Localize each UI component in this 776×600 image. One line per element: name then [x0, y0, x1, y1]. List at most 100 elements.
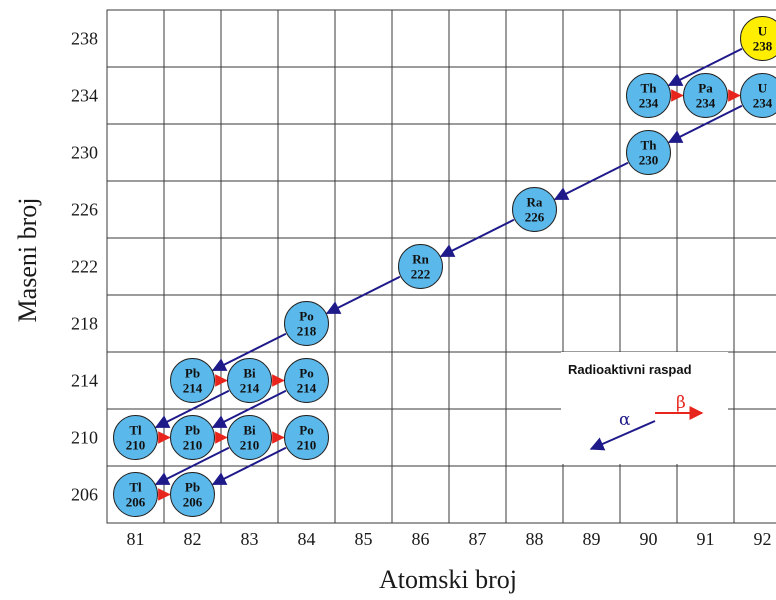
- nuclide-circle: [284, 358, 329, 403]
- legend-title: Radioaktivni raspad: [568, 362, 692, 377]
- decay-arrows: [154, 47, 743, 501]
- nuclide-mass: 214: [297, 381, 317, 396]
- x-tick-label: 83: [241, 529, 259, 549]
- nuclide-mass: 238: [753, 39, 773, 54]
- y-tick-label: 222: [71, 257, 98, 277]
- y-tick-label: 210: [71, 428, 98, 448]
- y-tick-label: 214: [71, 371, 98, 391]
- x-tick-label: 81: [127, 529, 145, 549]
- nuclide-symbol: Th: [641, 81, 658, 96]
- nuclide-symbol: Pb: [185, 480, 200, 495]
- decay-legend: Radioaktivni raspad α β: [561, 352, 728, 464]
- nuclide-symbol: Po: [299, 366, 313, 381]
- y-tick-label: 206: [71, 485, 98, 505]
- y-axis-title: Maseni broj: [13, 198, 42, 323]
- alpha-decay-arrow: [154, 446, 230, 486]
- nuclide-circle: [113, 472, 158, 517]
- x-axis-ticks: 81 82 83 84 85 86 87 88 89 90 91 92: [127, 529, 772, 549]
- x-tick-label: 92: [754, 529, 772, 549]
- alpha-decay-arrow: [439, 218, 515, 258]
- nuclide-circle: [740, 16, 776, 61]
- nuclide-symbol: Tl: [129, 423, 142, 438]
- nuclide-mass: 206: [126, 495, 146, 510]
- nuclide-symbol: Th: [641, 138, 658, 153]
- alpha-decay-arrow: [667, 47, 743, 87]
- y-tick-label: 218: [71, 314, 98, 334]
- nuclide-mass: 214: [240, 381, 260, 396]
- nuclide-mass: 210: [183, 438, 203, 453]
- nuclide-circle: [740, 73, 776, 118]
- nuclide-symbol: Pa: [698, 81, 713, 96]
- nuclide-symbol: Pb: [185, 366, 200, 381]
- x-tick-label: 90: [640, 529, 658, 549]
- nuclide-mass: 234: [753, 96, 773, 111]
- nuclide-circle: [227, 415, 272, 460]
- nuclide-mass: 210: [240, 438, 260, 453]
- nuclide-circle: [113, 415, 158, 460]
- x-tick-label: 86: [412, 529, 430, 549]
- x-tick-label: 89: [583, 529, 601, 549]
- y-tick-label: 238: [71, 29, 98, 49]
- nuclide-circle: [512, 187, 557, 232]
- alpha-decay-arrow: [211, 332, 287, 372]
- nuclide-circle: [284, 415, 329, 460]
- nuclide-circle: [683, 73, 728, 118]
- nuclide-symbol: Bi: [243, 366, 256, 381]
- nuclide-symbol: Pb: [185, 423, 200, 438]
- nuclide-circle: [398, 244, 443, 289]
- nuclide-circle: [170, 415, 215, 460]
- nuclide-mass: 206: [183, 495, 203, 510]
- nuclide-symbol: Po: [299, 423, 313, 438]
- nuclide-symbol: Tl: [129, 480, 142, 495]
- legend-alpha-label: α: [619, 410, 631, 430]
- nuclide-symbol: U: [758, 24, 768, 39]
- nuclide-mass: 222: [411, 267, 431, 282]
- nuclide-circle: [170, 358, 215, 403]
- x-tick-label: 88: [526, 529, 544, 549]
- nuclide-symbol: U: [758, 81, 768, 96]
- alpha-decay-arrow: [553, 161, 629, 201]
- alpha-decay-arrow: [325, 275, 401, 315]
- alpha-decay-arrow: [211, 446, 287, 486]
- nuclide-nodes: U238Th234Pa234U234Th230Ra226Rn222Po218Pb…: [113, 16, 776, 517]
- nuclide-mass: 230: [639, 153, 659, 168]
- x-axis-title: Atomski broj: [379, 565, 517, 594]
- legend-alpha-arrow: [589, 420, 656, 451]
- y-tick-label: 234: [71, 86, 98, 106]
- nuclide-mass: 218: [297, 324, 317, 339]
- nuclide-mass: 234: [696, 96, 716, 111]
- y-tick-label: 230: [71, 143, 98, 163]
- nuclide-mass: 214: [183, 381, 203, 396]
- nuclide-mass: 210: [126, 438, 146, 453]
- x-tick-label: 85: [355, 529, 373, 549]
- alpha-decay-arrow: [154, 389, 230, 429]
- nuclide-circle: [626, 130, 671, 175]
- nuclide-mass: 234: [639, 96, 659, 111]
- y-tick-label: 226: [71, 200, 98, 220]
- nuclide-mass: 210: [297, 438, 317, 453]
- alpha-decay-arrow: [211, 389, 287, 429]
- nuclide-symbol: Rn: [412, 252, 429, 267]
- x-tick-label: 91: [697, 529, 715, 549]
- nuclide-circle: [170, 472, 215, 517]
- x-tick-label: 82: [184, 529, 202, 549]
- nuclide-circle: [284, 301, 329, 346]
- nuclide-symbol: Ra: [527, 195, 543, 210]
- nuclide-symbol: Bi: [243, 423, 256, 438]
- x-tick-label: 84: [298, 529, 316, 549]
- nuclide-symbol: Po: [299, 309, 313, 324]
